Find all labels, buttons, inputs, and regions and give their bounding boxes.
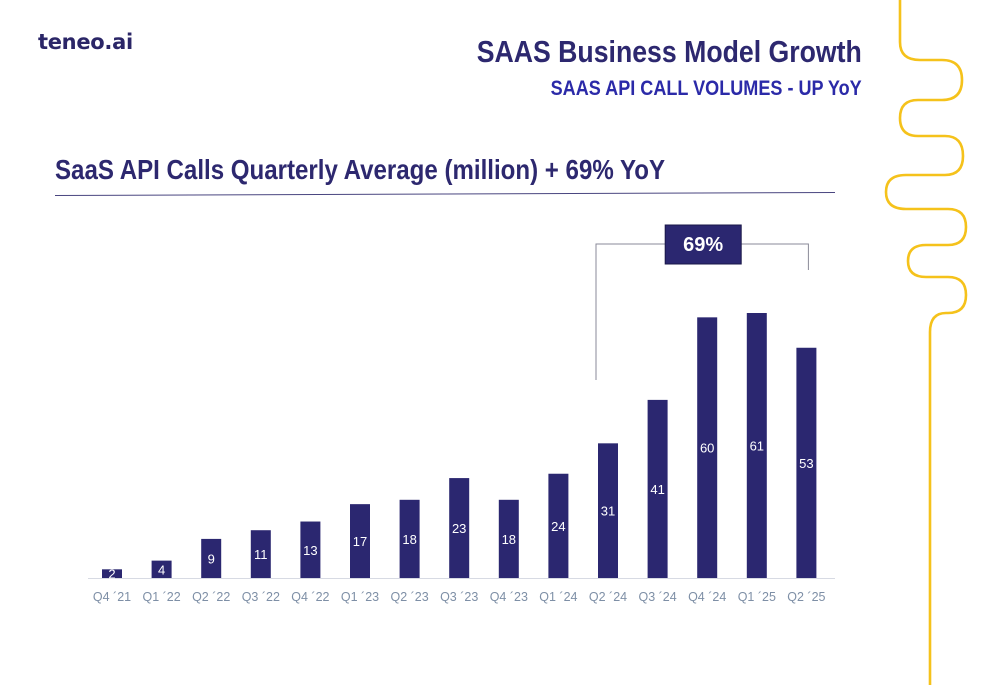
x-tick-label: Q1 ´25 xyxy=(738,590,776,604)
x-tick-label: Q1 ´24 xyxy=(539,590,577,604)
data-label: 53 xyxy=(799,456,813,471)
bar xyxy=(300,521,321,578)
bar xyxy=(449,478,470,578)
bar xyxy=(697,317,718,578)
x-tick-label: Q4 ´22 xyxy=(291,590,329,604)
yoy-badge-label: 69% xyxy=(683,234,723,256)
data-label: 41 xyxy=(650,482,664,497)
x-tick-label: Q2 ´23 xyxy=(390,590,428,604)
data-label: 9 xyxy=(208,551,215,566)
x-tick-label: Q2 ´22 xyxy=(192,590,230,604)
x-tick-label: Q4 ´24 xyxy=(688,590,726,604)
x-tick-label: Q3 ´22 xyxy=(242,590,280,604)
bar xyxy=(399,499,420,578)
data-label: 17 xyxy=(353,534,367,549)
bar xyxy=(548,473,569,578)
data-label: 18 xyxy=(402,532,416,547)
x-tick-label: Q3 ´23 xyxy=(440,590,478,604)
data-label: 61 xyxy=(750,439,764,454)
bar xyxy=(746,313,767,578)
x-tick-label: Q2 ´25 xyxy=(787,590,825,604)
data-label: 23 xyxy=(452,521,466,536)
data-label: 11 xyxy=(254,547,268,562)
squiggle-path xyxy=(884,0,968,685)
teneo-logo: teneo.ai xyxy=(38,30,133,54)
bar xyxy=(250,530,271,578)
bar xyxy=(498,499,519,578)
bar xyxy=(151,560,172,578)
x-tick-label: Q2 ´24 xyxy=(589,590,627,604)
x-tick-label: Q1 ´23 xyxy=(341,590,379,604)
data-label: 2 xyxy=(108,567,115,582)
chart-title: SaaS API Calls Quarterly Average (millio… xyxy=(55,154,666,185)
x-tick-label: Q1 ´22 xyxy=(142,590,180,604)
x-tick-label: Q3 ´24 xyxy=(638,590,676,604)
bar xyxy=(796,347,817,578)
bar xyxy=(350,504,370,578)
data-label: 4 xyxy=(158,562,165,577)
bar xyxy=(647,399,668,578)
page-title: SAAS Business Model Growth xyxy=(476,34,862,69)
yoy-badge xyxy=(664,224,742,265)
data-label: 24 xyxy=(551,519,565,534)
bar xyxy=(598,443,618,578)
bar xyxy=(201,538,222,578)
page-subtitle: SAAS API CALL VOLUMES - UP YoY xyxy=(550,77,862,100)
data-label: 13 xyxy=(303,543,317,558)
x-tick-label: Q4 ´21 xyxy=(93,590,131,604)
data-label: 18 xyxy=(502,532,516,547)
data-label: 31 xyxy=(601,504,615,519)
data-label: 60 xyxy=(700,441,714,456)
x-tick-label: Q4 ´23 xyxy=(490,590,528,604)
bar xyxy=(102,569,122,578)
